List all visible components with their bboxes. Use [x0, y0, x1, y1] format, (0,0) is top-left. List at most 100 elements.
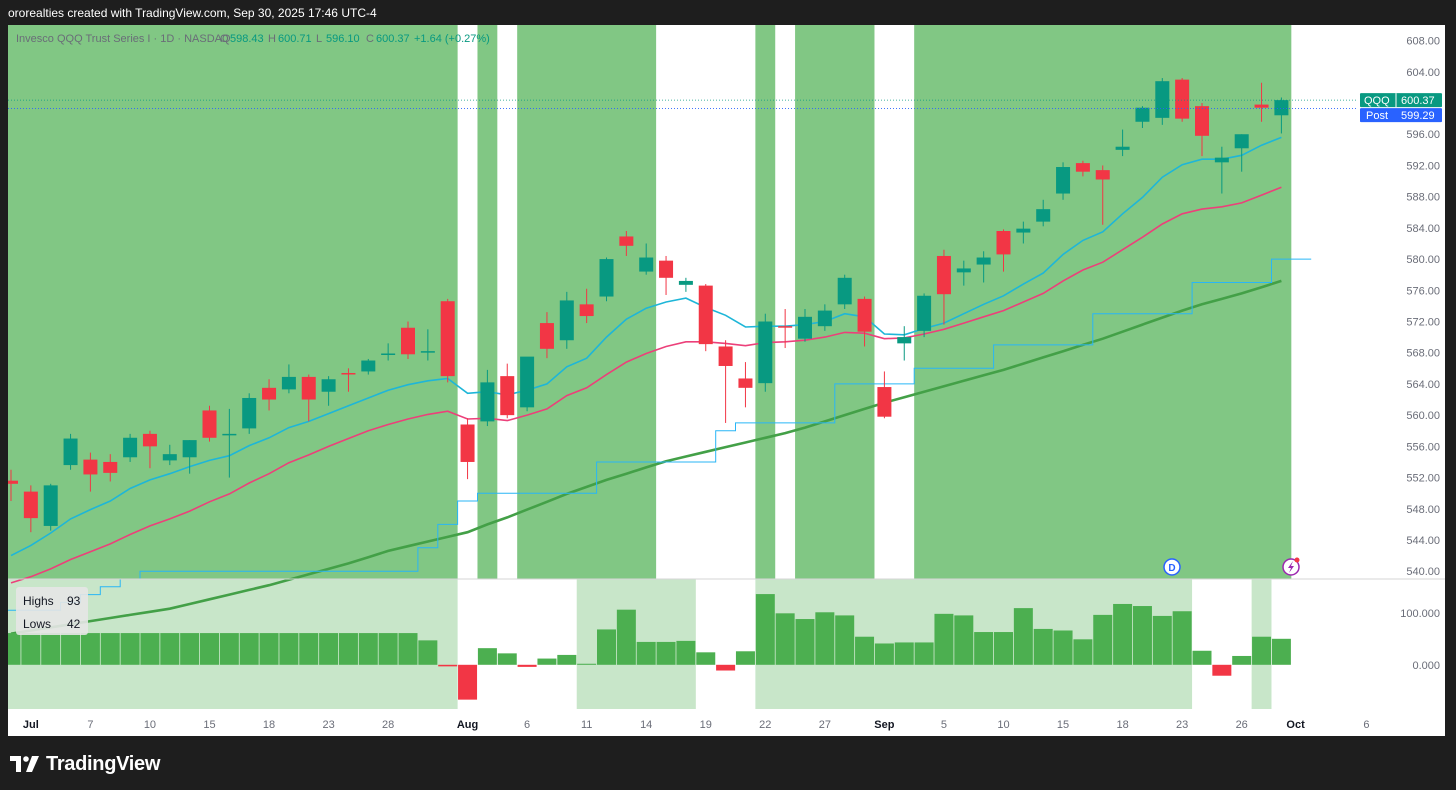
- candle-2025-09-05[interactable]: [936, 249, 951, 325]
- candle-2025-08-29[interactable]: [857, 296, 872, 347]
- candle-2025-08-27[interactable]: [817, 304, 832, 331]
- candle-2025-08-15[interactable]: [659, 255, 674, 295]
- candle-2025-07-23[interactable]: [321, 376, 336, 406]
- candle-2025-07-18[interactable]: [262, 379, 277, 411]
- dividend-marker[interactable]: D: [1163, 558, 1181, 576]
- candle-2025-09-22[interactable]: [1155, 78, 1170, 125]
- candle-2025-09-17[interactable]: [1095, 165, 1110, 225]
- candle-2025-09-02[interactable]: [877, 371, 892, 419]
- candle-2025-08-13[interactable]: [619, 230, 634, 256]
- candle-body: [1036, 209, 1051, 222]
- candle-2025-09-19[interactable]: [1135, 106, 1150, 128]
- x-tick-label: 7: [87, 719, 93, 731]
- candle-2025-09-03[interactable]: [897, 326, 912, 361]
- candle-2025-07-21[interactable]: [281, 364, 296, 394]
- legend-change: +1.64 (+0.27%): [414, 33, 490, 45]
- candle-2025-07-28[interactable]: [381, 343, 396, 361]
- candle-body: [242, 397, 257, 429]
- chart-panel[interactable]: 608.00604.00600.00596.00592.00588.00584.…: [8, 25, 1445, 736]
- candle-2025-07-16[interactable]: [222, 408, 237, 478]
- candle-body: [8, 480, 18, 484]
- candle-2025-09-11[interactable]: [1016, 221, 1031, 244]
- candle-2025-07-24[interactable]: [341, 368, 356, 392]
- hist-bar-2025-07-28: [378, 633, 398, 665]
- candle-2025-08-01[interactable]: [460, 418, 475, 480]
- candle-2025-09-30[interactable]: [1274, 97, 1289, 134]
- candle-2025-09-18[interactable]: [1115, 129, 1130, 157]
- candle-body: [639, 257, 654, 272]
- legend-close-label: C: [366, 33, 374, 45]
- candle-2025-08-07[interactable]: [539, 312, 554, 359]
- event-lightning-icon[interactable]: [1282, 557, 1300, 576]
- candle-2025-07-15[interactable]: [202, 405, 217, 442]
- tradingview-footer[interactable]: TradingView: [10, 750, 160, 778]
- candle-2025-08-08[interactable]: [559, 291, 574, 349]
- candle-2025-07-07[interactable]: [83, 452, 98, 492]
- candle-2025-07-17[interactable]: [242, 393, 257, 434]
- candle-body: [956, 268, 971, 273]
- candle-2025-07-09[interactable]: [123, 433, 138, 462]
- y-tick-label: 564.00: [1406, 379, 1440, 391]
- bg-zone-0: [8, 25, 458, 579]
- hist-bar-2025-09-26: [1232, 655, 1252, 665]
- x-tick-label: 27: [819, 719, 831, 731]
- candle-2025-07-22[interactable]: [301, 374, 316, 422]
- candle-2025-06-30[interactable]: [8, 469, 18, 501]
- post-price-tag: Post 599.29: [1360, 108, 1442, 123]
- candle-2025-08-12[interactable]: [599, 257, 614, 302]
- y-tick-label: 540.00: [1406, 566, 1440, 578]
- candle-2025-07-11[interactable]: [162, 444, 177, 466]
- candle-2025-09-10[interactable]: [996, 229, 1011, 272]
- hist-bar-2025-07-02: [41, 633, 61, 665]
- candle-2025-08-05[interactable]: [500, 363, 515, 419]
- candle-body: [559, 300, 574, 341]
- candle-body: [1155, 81, 1170, 118]
- candle-2025-08-26[interactable]: [798, 309, 812, 342]
- x-tick-label: Jul: [23, 719, 39, 731]
- candle-2025-08-22[interactable]: [758, 313, 773, 392]
- candle-2025-08-11[interactable]: [579, 288, 594, 324]
- candle-2025-09-29[interactable]: [1254, 82, 1269, 122]
- candle-2025-09-12[interactable]: [1036, 199, 1051, 227]
- candle-2025-07-10[interactable]: [142, 430, 157, 469]
- candle-2025-09-09[interactable]: [976, 251, 991, 283]
- candle-2025-08-18[interactable]: [678, 277, 693, 292]
- candle-2025-08-06[interactable]: [520, 356, 535, 412]
- candle-2025-09-26[interactable]: [1234, 134, 1249, 172]
- candle-2025-09-08[interactable]: [956, 260, 971, 286]
- candle-2025-07-25[interactable]: [361, 358, 376, 375]
- candle-2025-07-01[interactable]: [23, 485, 38, 533]
- candle-2025-07-29[interactable]: [401, 321, 415, 359]
- hist-bar-2025-07-18: [259, 633, 279, 665]
- y-tick-label: 552.00: [1406, 473, 1440, 485]
- candle-2025-08-04[interactable]: [480, 369, 495, 427]
- candle-2025-08-25[interactable]: [778, 309, 793, 349]
- hist-bar-2025-08-20: [716, 664, 736, 671]
- candle-body: [123, 437, 138, 458]
- candle-body: [162, 454, 177, 461]
- candle-2025-07-02[interactable]: [43, 483, 58, 531]
- candle-2025-09-24[interactable]: [1195, 103, 1209, 157]
- candle-body: [539, 323, 554, 349]
- candle-2025-08-21[interactable]: [738, 362, 753, 408]
- candle-2025-07-14[interactable]: [182, 440, 197, 474]
- candle-2025-07-08[interactable]: [103, 454, 118, 482]
- candle-body: [182, 440, 197, 458]
- candle-2025-07-03[interactable]: [63, 433, 78, 470]
- x-tick-label: 19: [700, 719, 712, 731]
- candle-2025-08-28[interactable]: [837, 274, 852, 310]
- candle-2025-07-30[interactable]: [420, 329, 435, 361]
- candle-2025-09-15[interactable]: [1056, 162, 1071, 200]
- candle-body: [83, 459, 98, 475]
- y-tick-label: 576.00: [1406, 285, 1440, 297]
- candle-2025-07-31[interactable]: [440, 298, 455, 383]
- candle-2025-09-25[interactable]: [1214, 146, 1229, 194]
- bg-zone-5: [914, 25, 1292, 579]
- candle-2025-09-16[interactable]: [1075, 160, 1090, 177]
- candle-2025-08-19[interactable]: [698, 284, 713, 352]
- candle-2025-09-04[interactable]: [917, 293, 932, 338]
- candle-2025-08-20[interactable]: [718, 340, 733, 423]
- candle-2025-08-14[interactable]: [639, 243, 654, 275]
- candle-body: [817, 310, 832, 327]
- candlestick-chart[interactable]: 608.00604.00600.00596.00592.00588.00584.…: [8, 25, 1445, 736]
